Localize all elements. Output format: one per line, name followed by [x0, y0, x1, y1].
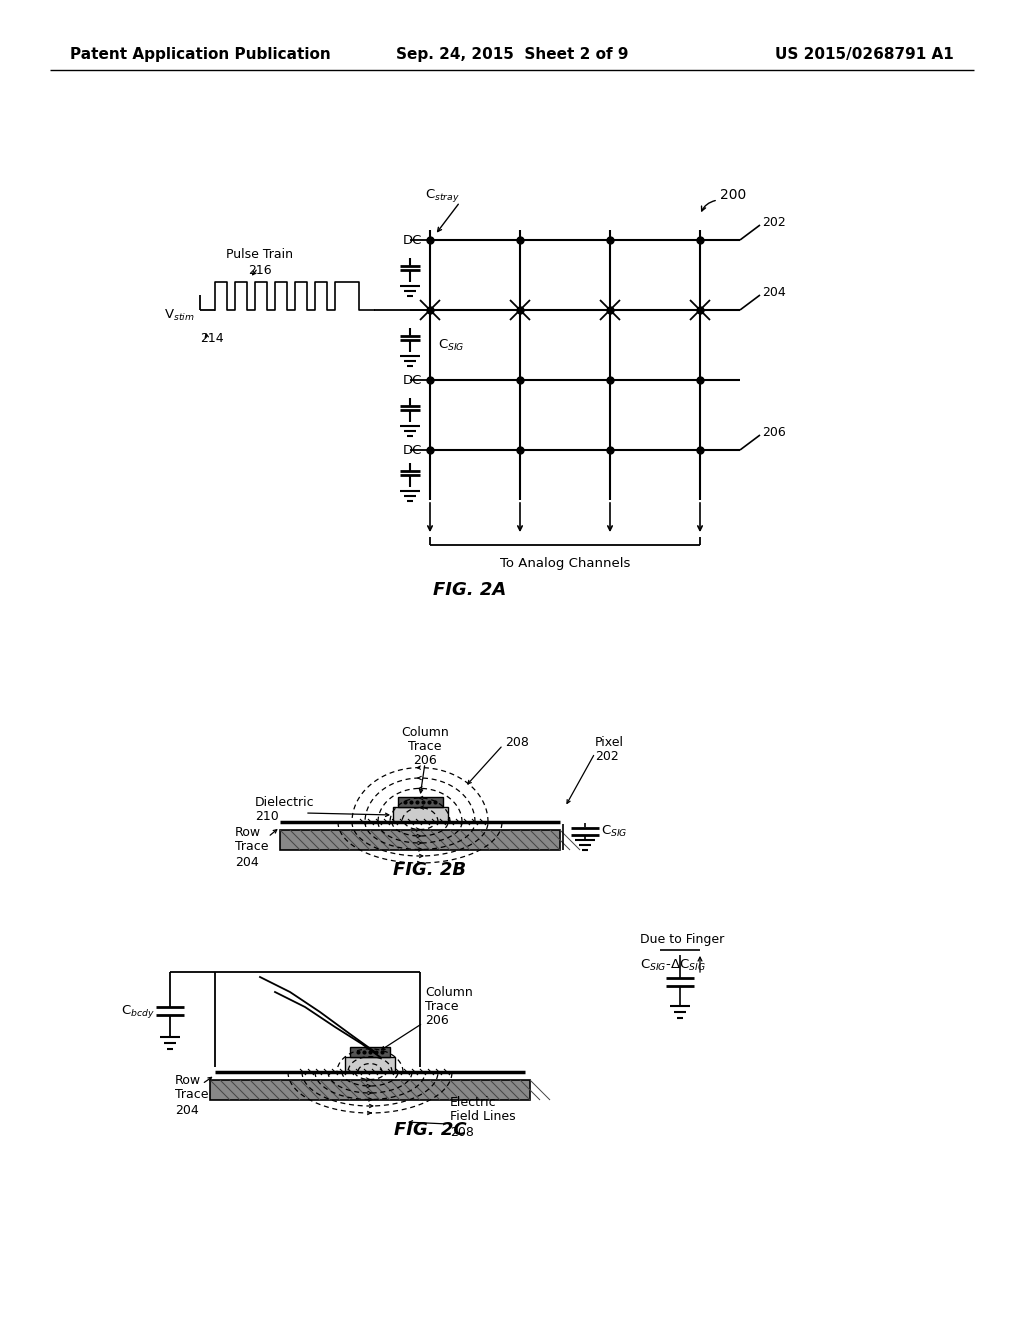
Text: 216: 216: [248, 264, 271, 276]
Text: 204: 204: [762, 285, 785, 298]
Text: 210: 210: [255, 810, 279, 824]
Text: Pixel: Pixel: [595, 735, 624, 748]
Text: Dielectric: Dielectric: [255, 796, 314, 808]
Text: 214: 214: [200, 331, 223, 345]
Text: 204: 204: [175, 1104, 199, 1117]
Bar: [350, 1047, 390, 1057]
Bar: [210, 1080, 530, 1100]
Text: Pulse Train: Pulse Train: [226, 248, 294, 261]
Text: Electric: Electric: [450, 1096, 497, 1109]
Text: C$_{stray}$: C$_{stray}$: [425, 186, 460, 203]
Text: 208: 208: [450, 1126, 474, 1138]
Text: V$_{stim}$: V$_{stim}$: [165, 308, 195, 322]
Text: FIG. 2C: FIG. 2C: [393, 1121, 466, 1139]
Text: Field Lines: Field Lines: [450, 1110, 516, 1123]
Text: Column: Column: [401, 726, 449, 738]
Text: Trace: Trace: [409, 741, 441, 754]
Bar: [280, 830, 560, 850]
Text: DC: DC: [402, 234, 422, 247]
Text: Trace: Trace: [175, 1089, 209, 1101]
Text: C$_{SIG}$-ΔC$_{SIG}$: C$_{SIG}$-ΔC$_{SIG}$: [640, 957, 707, 973]
Text: Row: Row: [175, 1073, 201, 1086]
Text: C$_{SIG}$: C$_{SIG}$: [601, 824, 628, 838]
Text: US 2015/0268791 A1: US 2015/0268791 A1: [775, 48, 954, 62]
Text: 202: 202: [762, 215, 785, 228]
Text: Trace: Trace: [234, 841, 268, 854]
Text: 204: 204: [234, 855, 259, 869]
Text: 202: 202: [595, 751, 618, 763]
Text: 208: 208: [505, 735, 528, 748]
Text: 206: 206: [413, 755, 437, 767]
Text: 200: 200: [720, 187, 746, 202]
Text: Sep. 24, 2015  Sheet 2 of 9: Sep. 24, 2015 Sheet 2 of 9: [395, 48, 629, 62]
Text: Trace: Trace: [425, 1001, 459, 1014]
Text: 206: 206: [425, 1015, 449, 1027]
Text: Row: Row: [234, 825, 261, 838]
Bar: [345, 1057, 395, 1072]
Text: C$_{bcdy}$: C$_{bcdy}$: [121, 1002, 155, 1019]
Text: Patent Application Publication: Patent Application Publication: [70, 48, 331, 62]
Text: Column: Column: [425, 986, 473, 998]
Text: 206: 206: [762, 425, 785, 438]
Text: DC: DC: [402, 444, 422, 457]
Bar: [393, 807, 449, 822]
Bar: [398, 797, 443, 807]
Text: DC: DC: [402, 374, 422, 387]
Text: FIG. 2B: FIG. 2B: [393, 861, 467, 879]
Text: C$_{SIG}$: C$_{SIG}$: [438, 338, 465, 352]
Text: To Analog Channels: To Analog Channels: [500, 557, 630, 569]
Text: Due to Finger: Due to Finger: [640, 933, 724, 946]
Text: FIG. 2A: FIG. 2A: [433, 581, 507, 599]
